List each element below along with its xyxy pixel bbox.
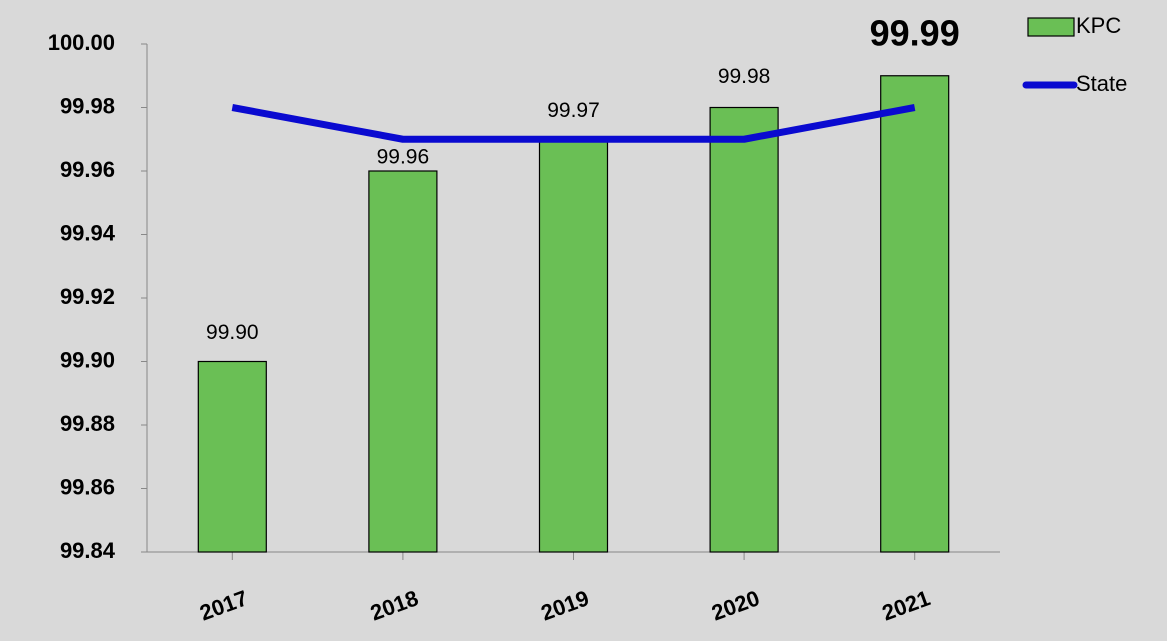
legend-swatch [1027,17,1075,37]
data-label: 99.97 [547,99,600,122]
data-label: 99.96 [377,146,430,169]
y-tick-label: 99.84 [60,538,116,563]
y-tick-label: 100.00 [48,30,115,55]
legend-label: State [1076,71,1127,96]
x-tick-label: 2017 [196,585,251,625]
y-tick-label: 99.98 [60,93,115,118]
x-tick-label: 2018 [367,585,422,625]
bar [368,170,438,553]
y-tick-label: 99.96 [60,157,115,182]
bar [197,360,267,553]
legend-label: KPC [1076,13,1121,38]
y-tick-label: 99.88 [60,411,115,436]
x-tick-label: 2019 [538,585,593,625]
y-tick-label: 99.92 [60,284,115,309]
y-tick-label: 99.90 [60,347,115,372]
data-label: 99.98 [718,65,771,88]
y-tick-label: 99.86 [60,474,115,499]
data-label: 99.99 [870,12,960,53]
line [231,104,916,143]
y-tick-label: 99.94 [60,220,116,245]
x-tick-label: 2020 [708,585,763,625]
bar [880,75,950,553]
bar [709,106,779,553]
data-label: 99.90 [206,321,259,344]
bar [538,138,609,553]
x-tick-label: 2021 [879,585,934,625]
